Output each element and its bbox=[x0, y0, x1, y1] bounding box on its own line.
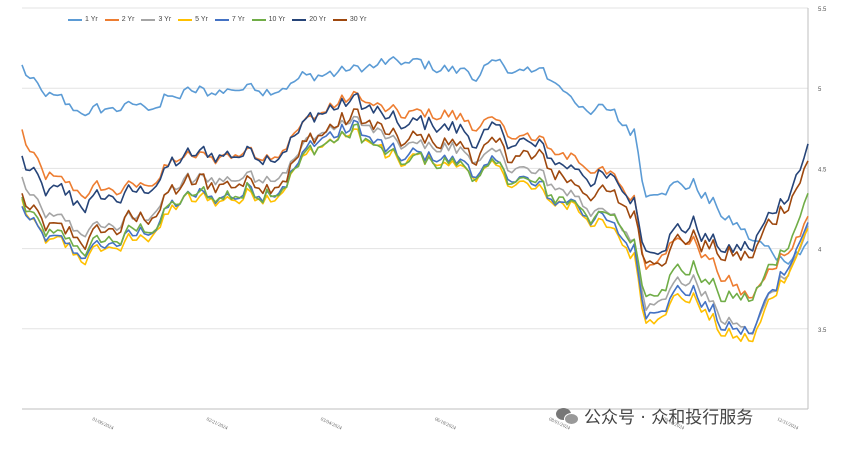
legend-item: 1 Yr bbox=[68, 16, 98, 23]
watermark: 公众号 · 众和投行服务 bbox=[556, 403, 753, 428]
legend-label: 20 Yr bbox=[309, 16, 326, 23]
x-tick-label: 02/21/2024 bbox=[205, 417, 228, 431]
legend-label: 1 Yr bbox=[85, 16, 98, 23]
series-line-10-yr bbox=[21, 123, 809, 303]
series-line-5-yr bbox=[21, 128, 809, 343]
legend: 1 Yr 2 Yr 3 Yr 5 Yr 7 Yr 10 Yr 20 Yr 30 Yr bbox=[68, 16, 369, 23]
series-line-20-yr bbox=[21, 92, 809, 256]
y-tick-label: 5.5 bbox=[818, 7, 827, 13]
y-tick-label: 3.5 bbox=[818, 328, 827, 334]
y-tick-label: 4.5 bbox=[818, 167, 827, 173]
legend-item: 30 Yr bbox=[332, 16, 367, 23]
y-tick-label: 5 bbox=[818, 87, 822, 93]
series-line-30-yr bbox=[21, 108, 809, 267]
watermark-text: 公众号 · 众和投行服务 bbox=[584, 408, 754, 428]
series-line-1-yr bbox=[21, 56, 809, 265]
legend-label: 5 Yr bbox=[195, 16, 208, 23]
y-tick-label: 4 bbox=[818, 248, 822, 254]
x-tick-label: 06/18/2024 bbox=[434, 417, 457, 431]
x-tick-label: 12/31/2024 bbox=[776, 417, 799, 431]
legend-swatch bbox=[332, 18, 347, 21]
legend-swatch bbox=[214, 18, 229, 21]
legend-label: 3 Yr bbox=[158, 16, 172, 23]
series-line-3-yr bbox=[21, 115, 809, 335]
legend-label: 30 Yr bbox=[349, 16, 367, 23]
gridlines bbox=[22, 7, 808, 330]
legend-item: 7 Yr bbox=[214, 16, 245, 23]
legend-item: 3 Yr bbox=[141, 16, 171, 23]
legend-item: 20 Yr bbox=[292, 16, 326, 23]
legend-label: 2 Yr bbox=[121, 16, 135, 23]
legend-label: 10 Yr bbox=[268, 16, 286, 23]
legend-item: 5 Yr bbox=[178, 16, 208, 23]
legend-swatch bbox=[178, 18, 193, 21]
legend-swatch bbox=[104, 18, 119, 21]
legend-swatch bbox=[141, 18, 156, 21]
legend-item: 2 Yr bbox=[104, 16, 135, 23]
legend-label: 7 Yr bbox=[231, 16, 245, 23]
legend-item: 10 Yr bbox=[251, 16, 286, 23]
legend-swatch bbox=[292, 18, 307, 21]
x-tick-label: 03/04/2024 bbox=[319, 417, 342, 431]
chat-bubble-icon bbox=[556, 405, 579, 427]
legend-swatch bbox=[68, 18, 82, 21]
legend-swatch bbox=[251, 18, 266, 21]
series-line-2-yr bbox=[21, 90, 809, 299]
x-tick-label: 01/06/2024 bbox=[91, 417, 114, 431]
